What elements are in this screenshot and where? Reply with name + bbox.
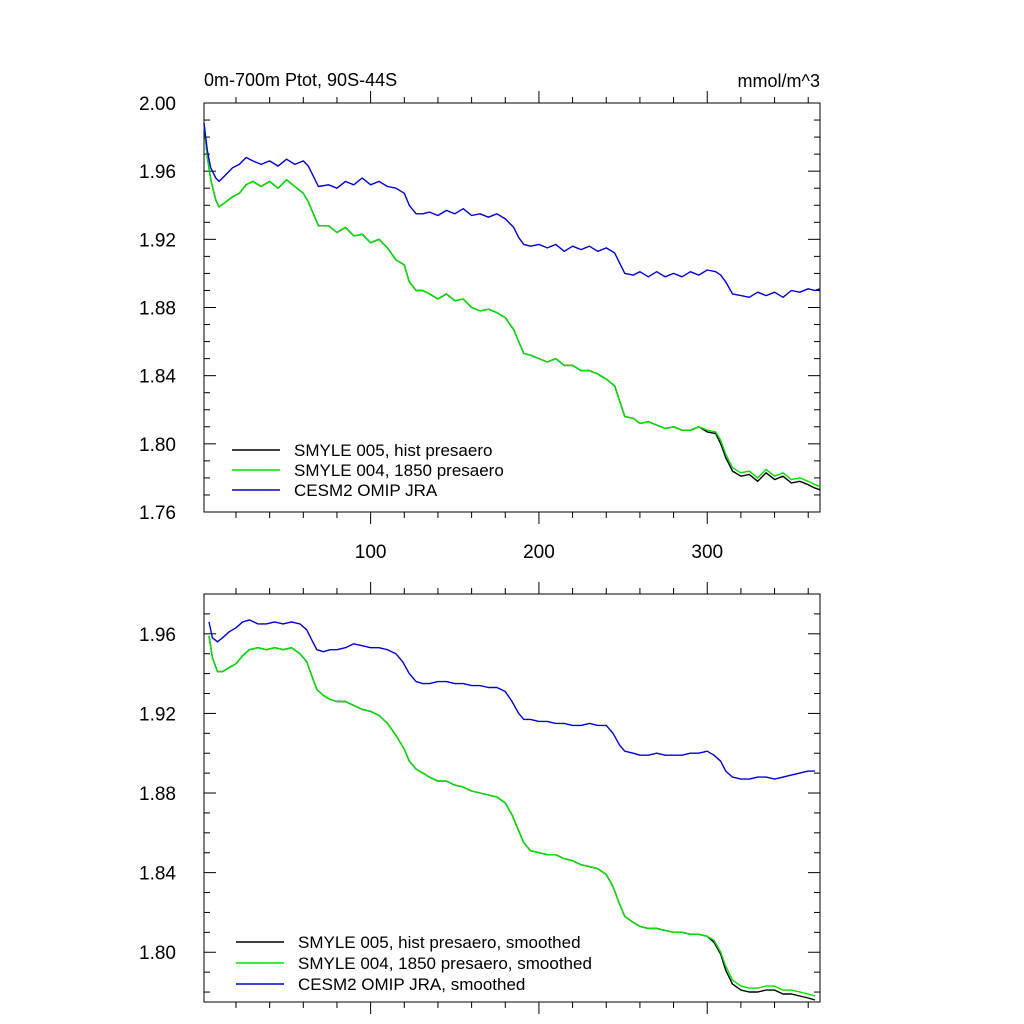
y-tick-label: 1.96	[139, 625, 176, 646]
y-tick-label: 2.00	[139, 94, 176, 115]
y-tick-label: 1.92	[139, 230, 176, 251]
legend-label: SMYLE 004, 1850 presaero, smoothed	[298, 954, 592, 973]
y-tick-label: 1.92	[139, 704, 176, 725]
series-line-0	[203, 123, 821, 491]
y-tick-label: 1.84	[139, 864, 176, 885]
chart-title: 0m-700m Ptot, 90S-44S	[204, 70, 397, 90]
legend-label: CESM2 OMIP JRA	[294, 481, 438, 500]
legend-label: SMYLE 005, hist presaero, smoothed	[298, 933, 581, 952]
series-line-2	[208, 619, 815, 780]
x-tick-label: 300	[691, 542, 723, 563]
bottom-series-lines	[208, 619, 816, 1001]
top-axes: 1.76 1.80 1.84 1.88 1.92 1.96 2.00 100 200 300	[139, 91, 821, 563]
legend-label: SMYLE 004, 1850 presaero	[294, 461, 504, 480]
plot-frame	[203, 593, 821, 1003]
y-tick-label: 1.84	[139, 367, 176, 388]
x-tick-label: 100	[355, 542, 387, 563]
y-tick-label: 1.88	[139, 784, 176, 805]
y-tick-label: 1.80	[139, 943, 176, 964]
legend-label: CESM2 OMIP JRA, smoothed	[298, 975, 525, 994]
y-tick-label: 1.96	[139, 162, 176, 183]
bottom-panel: 1.80 1.84 1.88 1.92 1.96 SMYLE 005, hist pre…	[139, 582, 821, 1014]
series-line-1	[208, 635, 816, 997]
y-tick-label: 1.76	[139, 503, 176, 524]
units-label: mmol/m^3	[738, 71, 820, 91]
legend-label: SMYLE 005, hist presaero	[294, 441, 492, 460]
bottom-axes: 1.80 1.84 1.88 1.92 1.96	[139, 582, 821, 1014]
top-panel: 0m-700m Ptot, 90S-44S mmol/m^3 1.761.801…	[139, 70, 821, 563]
x-tick-label: 200	[523, 542, 555, 563]
series-line-1	[203, 123, 821, 488]
y-tick-label: 1.80	[139, 435, 176, 456]
y-tick-label: 1.88	[139, 299, 176, 320]
top-series-lines	[203, 123, 821, 491]
series-line-2	[203, 123, 821, 298]
bottom-legend: SMYLE 005, hist presaero, smoothed SMYLE …	[236, 933, 592, 994]
